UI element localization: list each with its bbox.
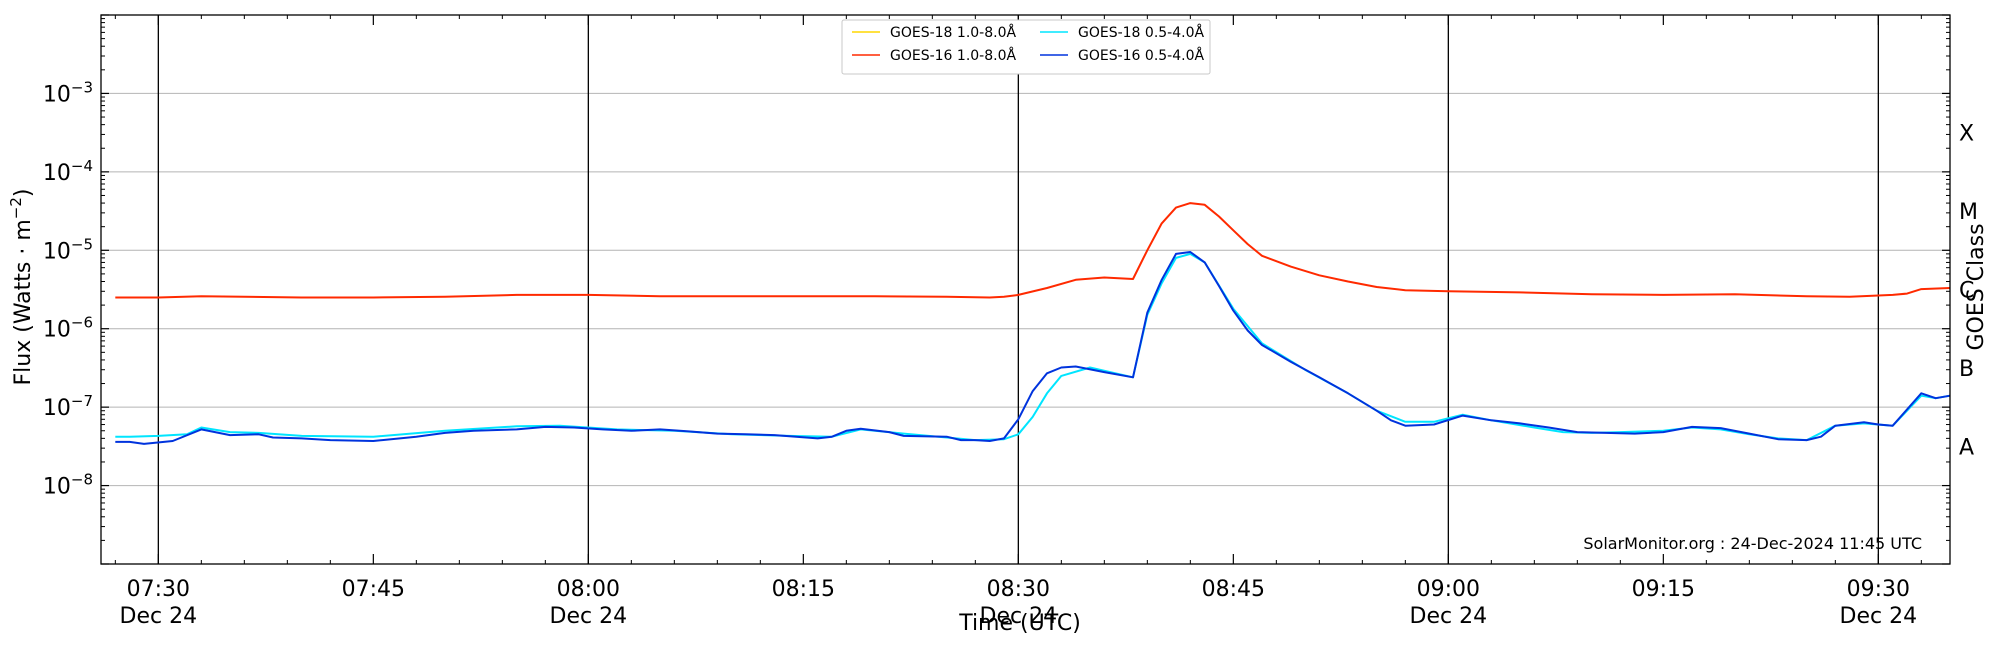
series-line-3 [115, 251, 1951, 445]
y-tick-label: 10−8 [43, 471, 93, 500]
day-marker-lines [157, 15, 1879, 564]
x-tick-time-label: 08:15 [772, 577, 835, 602]
y-tick-label: 10−5 [43, 235, 93, 264]
y-axis-title-main: Flux (Watts · m [11, 219, 36, 385]
y-tick-exponent: −7 [71, 392, 93, 410]
goes-class-label: C [1959, 279, 1974, 304]
y-tick-mantissa: 10 [43, 161, 71, 186]
y-tick-exponent: −4 [71, 157, 93, 175]
plot-frame [100, 14, 1951, 565]
legend: GOES-18 1.0-8.0Å GOES-16 1.0-8.0Å GOES-18 … [841, 19, 1211, 75]
y-tick-exponent: −8 [71, 471, 93, 489]
y-tick-label: 10−7 [43, 392, 93, 421]
y-tick-exponent: −5 [71, 235, 93, 253]
x-tick-time-label: 09:30 [1847, 577, 1910, 602]
x-tick-time-label: 08:30 [987, 577, 1050, 602]
y-tick-exponent: −3 [71, 78, 93, 96]
series-layer [115, 202, 1951, 445]
x-axis-title: Time (UTC) [958, 611, 1081, 636]
x-tick-date-label: Dec 24 [1840, 604, 1918, 629]
goes-class-label: B [1959, 357, 1974, 382]
x-tick-time-label: 08:45 [1202, 577, 1265, 602]
goes-class-label: A [1959, 435, 1974, 460]
y-tick-mantissa: 10 [43, 475, 71, 500]
x-tick-time-label: 07:45 [342, 577, 405, 602]
legend-label: GOES-16 0.5-4.0Å [1078, 47, 1204, 64]
x-tick-date-label: Dec 24 [550, 604, 628, 629]
grid-layer [101, 92, 1950, 487]
y-axis-title-close: ) [11, 189, 36, 198]
legend-label: GOES-18 1.0-8.0Å [890, 24, 1016, 41]
y-tick-mantissa: 10 [43, 82, 71, 107]
legend-box [841, 19, 1211, 75]
y-tick-mantissa: 10 [43, 318, 71, 343]
series-line-1 [115, 202, 1951, 299]
x-tick-date-label: Dec 24 [1410, 604, 1488, 629]
goes-class-label: M [1959, 200, 1978, 225]
legend-label: GOES-16 1.0-8.0Å [890, 47, 1016, 64]
y-tick-label: 10−6 [43, 314, 93, 343]
y-tick-label: 10−4 [43, 157, 93, 186]
x-tick-time-label: 09:15 [1632, 577, 1695, 602]
y-axis-title-text: Flux (Watts · m−2) [7, 189, 36, 386]
x-tick-date-label: Dec 24 [980, 604, 1058, 629]
x-tick-time-label: 09:00 [1417, 577, 1480, 602]
y-tick-mantissa: 10 [43, 239, 71, 264]
y2-axis-title: GOES Class [1964, 223, 1989, 350]
y-axis-title-exponent: −2 [7, 197, 25, 219]
credit-text: SolarMonitor.org : 24-Dec-2024 11:45 UTC [1583, 534, 1922, 553]
x-tick-time-label: 07:30 [127, 577, 190, 602]
y-tick-exponent: −6 [71, 314, 93, 332]
y-tick-label: 10−3 [43, 78, 93, 107]
x-tick-date-label: Dec 24 [120, 604, 198, 629]
legend-label: GOES-18 0.5-4.0Å [1078, 24, 1204, 41]
y-axis-title: Flux (Watts · m−2) [7, 189, 36, 386]
goes-class-label: X [1959, 122, 1974, 147]
y-tick-mantissa: 10 [43, 396, 71, 421]
series-line-2 [115, 252, 1951, 442]
x-tick-time-label: 08:00 [557, 577, 620, 602]
